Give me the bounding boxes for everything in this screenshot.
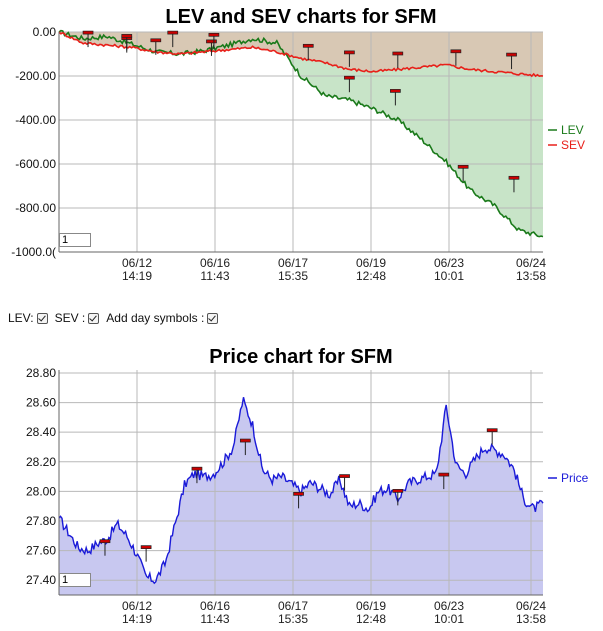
day-marker [392,489,404,493]
y-tick-label: 0.00 [33,25,57,39]
day-marker [150,38,162,43]
x-tick-label: 06/19 [356,599,386,613]
day-marker [206,39,217,44]
series-fill-sev [59,32,543,77]
x-tick-label: 06/12 [122,599,152,613]
legend-label-sev: SEV [561,138,585,152]
series-line-sev [58,31,544,78]
day-marker [239,438,251,443]
x-tick-label: 06/24 [516,256,546,270]
x-tick-label: 11:43 [200,612,229,626]
x-tick-label: 12:48 [356,269,386,283]
lev-sev-chart: LEV and SEV charts for SFM 0.00 -200.00 -40… [11,6,585,283]
x-tick-label: 06/19 [356,256,386,270]
x-tick-label: 10:01 [434,612,464,626]
day-marker [191,466,203,471]
x-tick-label: 14:19 [122,612,152,626]
x-tick-label: 13:58 [516,269,546,283]
y-tick-label: 28.80 [26,366,56,380]
day-marker [344,50,355,55]
day-marker [208,32,220,37]
legend-label-price: Price [561,471,589,485]
price-chart: Price chart for SFM 27.40 27.60 27.80 28.00 2… [26,346,589,626]
day-symbols-toggle-label: Add day symbols : [106,311,205,325]
day-marker [293,491,304,496]
price-zoom-input[interactable] [59,573,91,587]
sev-checkbox[interactable] [88,312,100,324]
y-tick-label: -200.00 [15,69,56,83]
x-tick-label: 15:35 [278,269,308,283]
legend-label-lev: LEV [561,123,584,137]
y-tick-label: 27.60 [26,544,56,558]
x-tick-label: 10:01 [434,269,464,283]
day-marker [392,51,404,56]
y-tick-label: 27.80 [26,514,56,528]
day-marker [140,545,152,549]
x-tick-label: 06/23 [434,599,464,613]
day-marker [82,30,94,35]
day-marker [167,30,179,35]
series-fill-price [59,397,543,595]
y-tick-label: -1000.0( [11,245,56,259]
chart-title: LEV and SEV charts for SFM [165,6,436,28]
day-marker [438,472,450,477]
day-marker [508,175,520,180]
series-fill-lev [59,30,543,237]
y-tick-label: 28.40 [26,425,56,439]
x-tick-label: 13:58 [516,612,546,626]
x-tick-label: 06/24 [516,599,546,613]
day-marker [99,539,111,544]
sev-toggle-label: SEV : [54,311,86,325]
series-line-lev [58,29,544,238]
day-marker [486,428,498,433]
x-tick-label: 06/17 [278,599,308,613]
y-tick-label: 28.20 [26,455,56,469]
chart-controls: LEV: SEV : Add day symbols : [8,311,222,325]
x-tick-label: 06/23 [434,256,464,270]
day-symbols-checkbox[interactable] [207,312,219,324]
lev-toggle-label: LEV: [8,311,34,325]
x-tick-label: 06/16 [200,599,230,613]
day-marker [339,474,350,478]
y-tick-label: 28.60 [26,396,56,410]
y-tick-label: -400.00 [15,113,56,127]
x-tick-label: 11:43 [200,269,229,283]
x-tick-label: 06/16 [200,256,230,270]
y-tick-label: -600.00 [15,157,56,171]
day-marker [450,49,462,54]
x-tick-label: 14:19 [122,269,152,283]
x-tick-label: 15:35 [278,612,308,626]
lev-checkbox[interactable] [36,312,48,324]
lev-zoom-input[interactable] [59,233,91,247]
day-marker [390,89,401,93]
day-marker [302,43,314,48]
y-tick-label: 28.00 [26,484,56,498]
chart-title: Price chart for SFM [209,346,392,368]
y-tick-label: 27.40 [26,573,56,587]
day-marker [457,164,469,169]
x-tick-label: 12:48 [356,612,386,626]
day-marker [121,34,133,38]
day-marker [506,52,517,57]
x-tick-label: 06/12 [122,256,152,270]
y-tick-label: -800.00 [15,201,56,215]
series-line-price [58,397,544,585]
x-tick-label: 06/17 [278,256,308,270]
day-marker [344,75,355,80]
